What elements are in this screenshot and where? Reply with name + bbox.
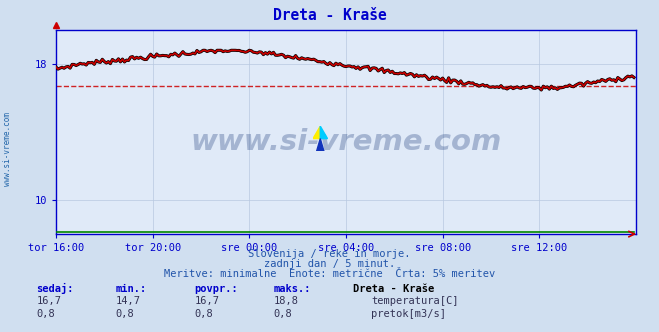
Text: 16,7: 16,7: [36, 296, 61, 306]
Text: Meritve: minimalne  Enote: metrične  Črta: 5% meritev: Meritve: minimalne Enote: metrične Črta:…: [164, 269, 495, 279]
Text: 0,8: 0,8: [273, 309, 292, 319]
Text: 14,7: 14,7: [115, 296, 140, 306]
Text: Slovenija / reke in morje.: Slovenija / reke in morje.: [248, 249, 411, 259]
Text: temperatura[C]: temperatura[C]: [371, 296, 459, 306]
Polygon shape: [320, 126, 328, 138]
Text: Dreta - Kraše: Dreta - Kraše: [353, 284, 434, 294]
Text: 0,8: 0,8: [36, 309, 55, 319]
Text: povpr.:: povpr.:: [194, 284, 238, 294]
Text: 16,7: 16,7: [194, 296, 219, 306]
Polygon shape: [316, 138, 324, 151]
Text: 0,8: 0,8: [194, 309, 213, 319]
Text: www.si-vreme.com: www.si-vreme.com: [190, 128, 501, 156]
Text: www.si-vreme.com: www.si-vreme.com: [3, 113, 13, 186]
Text: Dreta - Kraše: Dreta - Kraše: [273, 8, 386, 23]
Text: 18,8: 18,8: [273, 296, 299, 306]
Text: 0,8: 0,8: [115, 309, 134, 319]
Text: pretok[m3/s]: pretok[m3/s]: [371, 309, 446, 319]
Text: zadnji dan / 5 minut.: zadnji dan / 5 minut.: [264, 259, 395, 269]
Polygon shape: [313, 126, 320, 138]
Text: maks.:: maks.:: [273, 284, 311, 294]
Text: min.:: min.:: [115, 284, 146, 294]
Text: sedaj:: sedaj:: [36, 283, 74, 294]
